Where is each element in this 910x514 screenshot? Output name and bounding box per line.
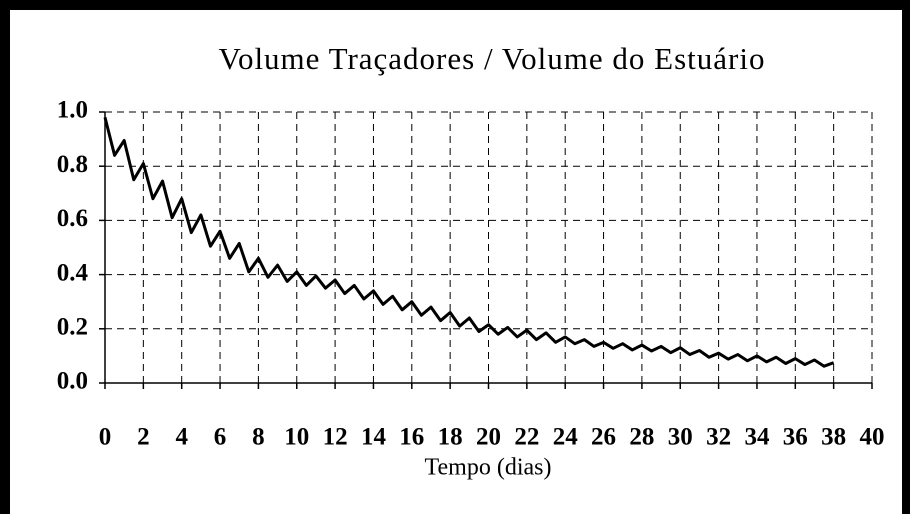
x-tick-label: 12 <box>323 424 348 451</box>
x-tick-label: 28 <box>629 424 654 451</box>
data-line <box>103 117 835 368</box>
x-tick-label: 36 <box>783 424 808 451</box>
x-tick-label: 38 <box>821 424 846 451</box>
chart-title: Volume Traçadores / Volume do Estuário <box>219 41 766 76</box>
y-tick-label: 1.0 <box>57 97 88 124</box>
x-tick-label: 32 <box>706 424 731 451</box>
y-tick-label: 0.2 <box>57 314 88 341</box>
x-tick-label: 40 <box>860 424 885 451</box>
y-tick-label: 0.4 <box>57 259 89 286</box>
x-tick-label: 34 <box>744 424 770 451</box>
y-tick-label: 0.0 <box>57 368 88 395</box>
x-tick-label: 6 <box>214 424 227 451</box>
x-tick-label: 30 <box>668 424 693 451</box>
x-tick-label: 26 <box>591 424 616 451</box>
x-tick-label: 10 <box>284 424 309 451</box>
x-axis-label: Tempo (dias) <box>425 455 552 481</box>
x-tick-label: 14 <box>361 424 387 451</box>
x-tick-label: 18 <box>438 424 463 451</box>
x-tick-label: 2 <box>137 424 150 451</box>
x-tick-label: 24 <box>553 424 579 451</box>
x-tick-label: 20 <box>476 424 501 451</box>
y-tick-label: 0.6 <box>57 205 88 232</box>
y-tick-label: 0.8 <box>57 151 88 178</box>
x-tick-label: 0 <box>99 424 112 451</box>
x-tick-label: 16 <box>399 424 424 451</box>
x-tick-label: 22 <box>514 424 539 451</box>
x-tick-label: 4 <box>175 424 188 451</box>
x-tick-label: 8 <box>252 424 265 451</box>
